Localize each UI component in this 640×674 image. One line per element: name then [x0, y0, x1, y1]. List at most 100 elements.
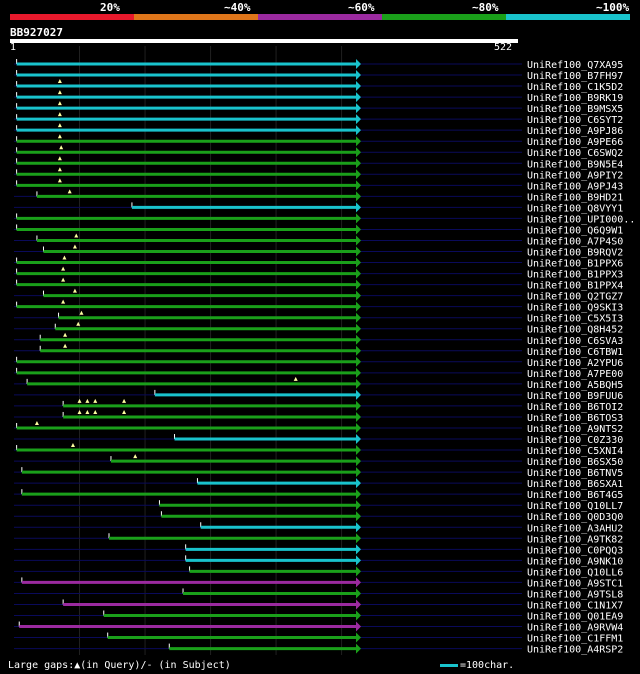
hit-end-arrow — [356, 224, 361, 235]
legend-band — [134, 14, 258, 20]
hit-label[interactable]: UniRef100_A9TSL8 — [527, 589, 623, 600]
hit-label[interactable]: UniRef100_Q7XA95 — [527, 60, 623, 71]
hit-label[interactable]: UniRef100_B9MSX5 — [527, 104, 623, 115]
hit-label[interactable]: UniRef100_A9PE66 — [527, 137, 623, 148]
hit-label[interactable]: UniRef100_B6SXA1 — [527, 479, 623, 490]
hit-end-arrow — [356, 566, 361, 577]
hit-label[interactable]: UniRef100_C5XNI4 — [527, 446, 623, 457]
hit-label[interactable]: UniRef100_B1PPX3 — [527, 270, 623, 281]
hit-label[interactable]: UniRef100_B9RQV2 — [527, 248, 623, 259]
ruler-end-label: 522 — [494, 42, 513, 53]
gap-marker-icon — [72, 244, 77, 249]
hit-label[interactable]: UniRef100_Q8H452 — [527, 325, 623, 336]
hit-end-arrow — [356, 103, 361, 114]
hit-label[interactable]: UniRef100_B6TNV5 — [527, 468, 623, 479]
gap-marker-icon — [133, 454, 138, 459]
hit-end-arrow — [356, 323, 361, 334]
legend-band-label: ~60% — [348, 1, 375, 14]
hit-label[interactable]: UniRef100_C1FFM1 — [527, 634, 623, 645]
gap-marker-icon — [77, 409, 82, 414]
hit-label[interactable]: UniRef100_A9PJ43 — [527, 181, 623, 192]
hit-end-arrow — [356, 81, 361, 92]
hit-label[interactable]: UniRef100_A5BQH5 — [527, 380, 623, 391]
gap-marker-icon — [61, 266, 66, 271]
hit-end-arrow — [356, 202, 361, 213]
gap-marker-icon — [67, 189, 72, 194]
hit-end-arrow — [356, 257, 361, 268]
hit-end-arrow — [356, 544, 361, 555]
hit-label[interactable]: UniRef100_B9RK19 — [527, 93, 623, 104]
hit-label[interactable]: UniRef100_A9TK82 — [527, 534, 623, 545]
hit-label[interactable]: UniRef100_A7PE00 — [527, 369, 623, 380]
hit-label[interactable]: UniRef100_Q01EA9 — [527, 612, 623, 623]
hit-end-arrow — [356, 246, 361, 257]
hit-label[interactable]: UniRef100_A2YPU6 — [527, 358, 623, 369]
hit-label[interactable]: UniRef100_A4RSP2 — [527, 645, 623, 656]
hit-label[interactable]: UniRef100_B6T4G5 — [527, 490, 623, 501]
hit-label[interactable]: UniRef100_C6TBW1 — [527, 347, 623, 358]
query-id: BB927027 — [10, 26, 63, 39]
hit-label[interactable]: UniRef100_C0Z330 — [527, 435, 623, 446]
hit-end-arrow — [356, 345, 361, 356]
hit-label[interactable]: UniRef100_C1N1X7 — [527, 600, 623, 611]
hit-label[interactable]: UniRef100_B9FUU6 — [527, 391, 623, 402]
hit-end-arrow — [356, 456, 361, 467]
gap-marker-icon — [77, 398, 82, 403]
hit-label[interactable]: UniRef100_Q9SKI3 — [527, 303, 623, 314]
hit-label[interactable]: UniRef100_B6TOS3 — [527, 413, 623, 424]
hit-label[interactable]: UniRef100_C1K5D2 — [527, 82, 623, 93]
hit-label[interactable]: UniRef100_Q6Q9W1 — [527, 225, 623, 236]
hit-label[interactable]: UniRef100_C0PQQ3 — [527, 545, 623, 556]
hit-label[interactable]: UniRef100_B9N5E4 — [527, 159, 623, 170]
hit-label[interactable]: UniRef100_Q10LL7 — [527, 501, 623, 512]
legend-band — [10, 14, 134, 20]
hit-end-arrow — [356, 136, 361, 147]
hit-end-arrow — [356, 147, 361, 158]
hit-label[interactable]: UniRef100_A9PJ86 — [527, 126, 623, 137]
legend-band-label: ~80% — [472, 1, 499, 14]
gap-marker-icon — [93, 398, 98, 403]
scale-label: =100char. — [460, 660, 515, 671]
hit-label[interactable]: UniRef100_C6SWQ2 — [527, 148, 623, 159]
gap-marker-icon — [63, 343, 68, 348]
hit-label[interactable]: UniRef100_A9NTS2 — [527, 424, 623, 435]
hit-label[interactable]: UniRef100_B6TOI2 — [527, 402, 623, 413]
gap-marker-icon — [57, 167, 62, 172]
hit-end-arrow — [356, 367, 361, 378]
hit-label[interactable]: UniRef100_C5X5I3 — [527, 314, 623, 325]
hit-label[interactable]: UniRef100_UPI000.. — [527, 214, 635, 225]
hit-label[interactable]: UniRef100_Q8VYY1 — [527, 203, 623, 214]
hit-end-arrow — [356, 268, 361, 279]
hit-end-arrow — [356, 180, 361, 191]
alignment-plot: UniRef100_Q7XA95UniRef100_B7FH97UniRef10… — [14, 46, 635, 656]
gap-marker-icon — [62, 255, 67, 260]
hit-end-arrow — [356, 356, 361, 367]
hit-label[interactable]: UniRef100_Q0D3Q0 — [527, 512, 623, 523]
hit-label[interactable]: UniRef100_Q2TGZ7 — [527, 292, 623, 303]
hit-end-arrow — [356, 334, 361, 345]
gap-marker-icon — [57, 134, 62, 139]
hit-label[interactable]: UniRef100_C6SVA3 — [527, 336, 623, 347]
hit-end-arrow — [356, 555, 361, 566]
hit-label[interactable]: UniRef100_A7P4S0 — [527, 236, 623, 247]
hit-label[interactable]: UniRef100_A9STC1 — [527, 578, 623, 589]
hit-end-arrow — [356, 59, 361, 69]
hit-end-arrow — [356, 643, 361, 654]
hit-end-arrow — [356, 434, 361, 445]
hit-label[interactable]: UniRef100_A9PIY2 — [527, 170, 623, 181]
hit-label[interactable]: UniRef100_B1PPX6 — [527, 259, 623, 270]
hit-label[interactable]: UniRef100_B1PPX4 — [527, 281, 623, 292]
hit-label[interactable]: UniRef100_B9HD21 — [527, 192, 623, 203]
hit-label[interactable]: UniRef100_B6SX50 — [527, 457, 623, 468]
hit-label[interactable]: UniRef100_B7FH97 — [527, 71, 623, 82]
hit-label[interactable]: UniRef100_A3AHU2 — [527, 523, 623, 534]
gap-marker-icon — [57, 79, 62, 84]
hit-label[interactable]: UniRef100_A9NK10 — [527, 556, 623, 567]
hit-end-arrow — [356, 235, 361, 246]
query-ruler — [10, 39, 518, 43]
hit-label[interactable]: UniRef100_A9RVW4 — [527, 623, 623, 634]
hit-label[interactable]: UniRef100_Q10LL6 — [527, 567, 623, 578]
hit-label[interactable]: UniRef100_C6SYT2 — [527, 115, 623, 126]
gap-marker-icon — [63, 332, 68, 337]
gap-marker-icon — [57, 178, 62, 183]
